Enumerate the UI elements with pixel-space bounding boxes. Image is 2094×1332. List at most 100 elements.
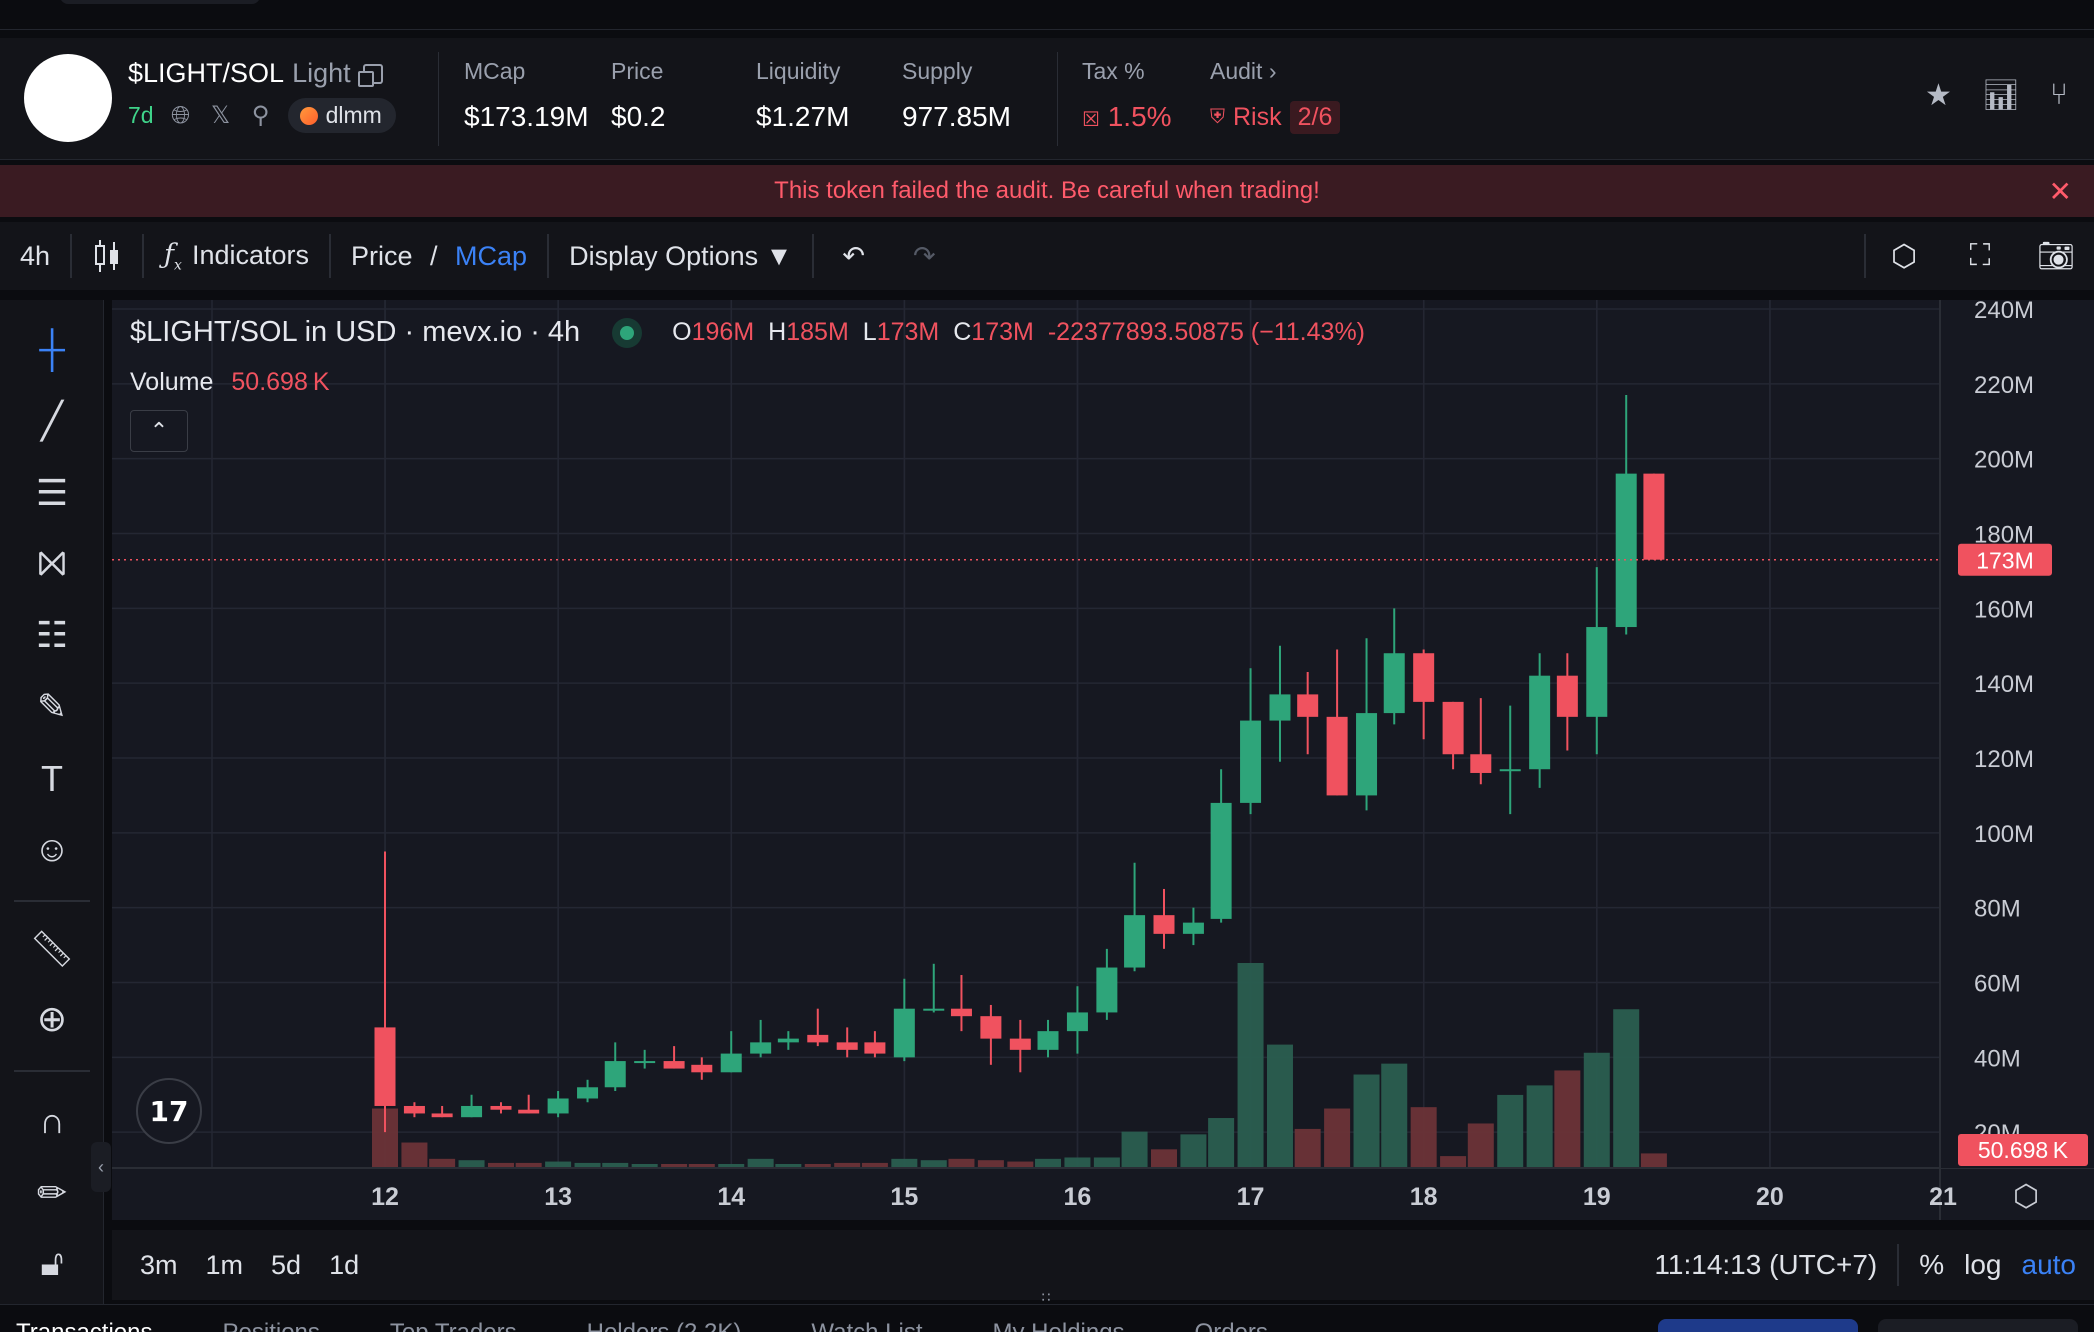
percent-toggle[interactable]: % bbox=[1919, 1249, 1945, 1280]
candle-body bbox=[777, 1038, 799, 1043]
volume-bar bbox=[1410, 1107, 1437, 1167]
magnet-icon[interactable]: ∩ bbox=[39, 1100, 65, 1141]
crosshair-icon[interactable]: ┼ bbox=[39, 328, 65, 369]
brush-icon[interactable]: ✎ bbox=[36, 686, 68, 727]
camera-icon[interactable]: 📷︎ bbox=[2036, 239, 2076, 273]
chevron-up-icon[interactable]: ⌃ bbox=[130, 410, 188, 452]
y-tick-label: 140M bbox=[1974, 671, 2034, 698]
drawing-toolbar: ┼ ╱ ☰ ⨝ ☷ ✎ T ☺ 📏︎ ⊕ ∩ ✏ 🔓︎ bbox=[0, 300, 104, 1304]
unlock-icon[interactable]: 🔓︎ bbox=[40, 1241, 64, 1283]
candlestick-chart[interactable]: 20M40M60M80M100M120M140M160M180M200M220M… bbox=[112, 300, 2094, 1220]
candle-body bbox=[1356, 713, 1378, 796]
candle-body bbox=[980, 1016, 1002, 1039]
candle-body bbox=[1066, 1012, 1088, 1032]
volume-bar bbox=[515, 1162, 542, 1167]
tab[interactable]: Transactions bbox=[16, 1319, 153, 1332]
range-button[interactable]: 5d bbox=[271, 1249, 302, 1280]
token-symbol: $LIGHT/SOL bbox=[128, 58, 285, 88]
tradingview-logo[interactable]: 17 bbox=[136, 1078, 202, 1144]
volume-bar bbox=[1497, 1094, 1524, 1167]
text-icon[interactable]: T bbox=[41, 758, 63, 799]
collapse-toolbar-icon[interactable]: ‹ bbox=[91, 1142, 111, 1192]
display-options-dropdown[interactable]: Display Options ▼ bbox=[569, 240, 793, 271]
candle-body bbox=[1556, 675, 1578, 717]
lock-drawing-icon[interactable]: ✏ bbox=[36, 1172, 68, 1213]
volume-bar bbox=[401, 1142, 428, 1167]
auto-toggle[interactable]: auto bbox=[2021, 1249, 2077, 1280]
candle-body bbox=[836, 1042, 858, 1050]
axis-settings-icon[interactable]: ⬡ bbox=[2013, 1179, 2039, 1214]
emoji-icon[interactable]: ☺ bbox=[33, 828, 71, 869]
candle-body bbox=[374, 1027, 396, 1106]
range-button[interactable]: 1d bbox=[329, 1249, 360, 1280]
divider bbox=[547, 234, 550, 278]
range-button[interactable]: 3m bbox=[140, 1249, 178, 1280]
tab[interactable]: Top Traders bbox=[390, 1319, 517, 1332]
token-header: $LIGHT/SOL Light 7d 🌐︎ 𝕏 ⚲ dlmm MCap $17… bbox=[0, 38, 2094, 160]
fib-lines-icon[interactable]: ☰ bbox=[35, 472, 69, 513]
volume-legend: Volume 50.698 K bbox=[130, 368, 330, 397]
chart-area[interactable]: 20M 40M 60M 80M 100M 120M 140M 160M 180M 200M 220M… bbox=[112, 300, 2094, 1220]
tab[interactable]: My Holdings bbox=[993, 1319, 1125, 1332]
tab[interactable]: Orders bbox=[1195, 1319, 1268, 1332]
clock-time[interactable]: 11:14:13 (UTC+7) bbox=[1654, 1249, 1878, 1280]
x-tick-label: 14 bbox=[717, 1183, 745, 1211]
price-axis bbox=[1941, 300, 2094, 1168]
star-icon[interactable]: ★ bbox=[1925, 79, 1952, 112]
chart-toolbar: 4h ƒx Indicators Price / MCap Display Op… bbox=[0, 222, 2094, 290]
settings-icon[interactable]: ⬡ bbox=[1890, 239, 1918, 273]
volume-bar bbox=[602, 1162, 629, 1167]
price-mode[interactable]: Price bbox=[351, 240, 413, 271]
copy-icon[interactable] bbox=[357, 63, 383, 87]
log-toggle[interactable]: log bbox=[1964, 1249, 2002, 1280]
pool-badge[interactable]: dlmm bbox=[287, 98, 396, 133]
candle-body bbox=[807, 1034, 829, 1043]
interval-selector[interactable]: 4h bbox=[20, 240, 51, 271]
redo-icon[interactable]: ↷ bbox=[913, 240, 936, 271]
volume-bar bbox=[1526, 1085, 1553, 1167]
audit-warning-banner: This token failed the audit. Be careful … bbox=[0, 165, 2094, 217]
tab[interactable]: Positions bbox=[223, 1319, 320, 1332]
y-tick-label: 60M bbox=[1974, 971, 2021, 998]
undo-icon[interactable]: ↶ bbox=[842, 240, 866, 271]
fullscreen-icon[interactable]: ⛶ bbox=[1969, 239, 1991, 272]
close-icon[interactable]: ✕ bbox=[2048, 176, 2072, 207]
zoom-in-icon[interactable]: ⊕ bbox=[36, 998, 68, 1039]
mcap-mode[interactable]: MCap bbox=[455, 240, 528, 271]
search-icon[interactable]: ⚲ bbox=[251, 102, 270, 129]
price-mcap-toggle[interactable]: Price / MCap bbox=[331, 241, 547, 272]
tab[interactable]: Holders (2.2K) bbox=[587, 1319, 742, 1332]
fx-icon: ƒx bbox=[164, 238, 182, 274]
tab-action-pill[interactable] bbox=[1878, 1319, 2078, 1332]
candles-icon bbox=[95, 240, 119, 272]
trendline-icon[interactable]: ╱ bbox=[41, 400, 63, 441]
volume-bar bbox=[1440, 1156, 1467, 1167]
candle-body bbox=[577, 1087, 599, 1099]
share-icon[interactable]: ⑂ bbox=[2050, 78, 2068, 111]
indicators-button[interactable]: ƒx Indicators bbox=[144, 239, 329, 273]
candle-body bbox=[1442, 701, 1464, 755]
globe-icon[interactable]: 🌐︎ bbox=[170, 101, 191, 129]
compare-chart-icon[interactable]: 📊︎ bbox=[1981, 79, 2020, 112]
x-tick-label: 17 bbox=[1237, 1183, 1265, 1211]
chart-type-button[interactable] bbox=[72, 238, 142, 274]
pattern-icon[interactable]: ⨝ bbox=[37, 541, 67, 583]
chart-bottom-bar: 3m 1m 5d 1d 11:14:13 (UTC+7) % log auto bbox=[112, 1230, 2094, 1300]
range-button[interactable]: 1m bbox=[205, 1249, 244, 1280]
y-tick-label: 80M bbox=[1974, 896, 2021, 923]
projection-icon[interactable]: ☷ bbox=[35, 614, 69, 655]
tab[interactable]: Watch List bbox=[811, 1319, 922, 1332]
stat-audit[interactable]: Audit › ⛨ Risk 2/6 bbox=[1210, 58, 1341, 134]
resize-handle-icon[interactable]: ∷ bbox=[1041, 1289, 1051, 1305]
header-actions: ★ 📊︎ ⑂ bbox=[1925, 78, 2068, 113]
last-volume-label: 50.698 K bbox=[1978, 1137, 2069, 1163]
ruler-icon[interactable]: 📏︎ bbox=[29, 928, 75, 969]
x-tick-label: 18 bbox=[1410, 1183, 1438, 1211]
token-pair: $LIGHT/SOL Light bbox=[128, 58, 383, 89]
candle-body bbox=[1297, 694, 1319, 717]
x-twitter-icon[interactable]: 𝕏 bbox=[210, 102, 231, 129]
ohlc-key: L bbox=[862, 318, 877, 346]
y-tick-label: 240M bbox=[1974, 300, 2034, 324]
tab-action-pill[interactable] bbox=[1658, 1319, 1858, 1332]
y-tick-label: 120M bbox=[1974, 746, 2034, 773]
